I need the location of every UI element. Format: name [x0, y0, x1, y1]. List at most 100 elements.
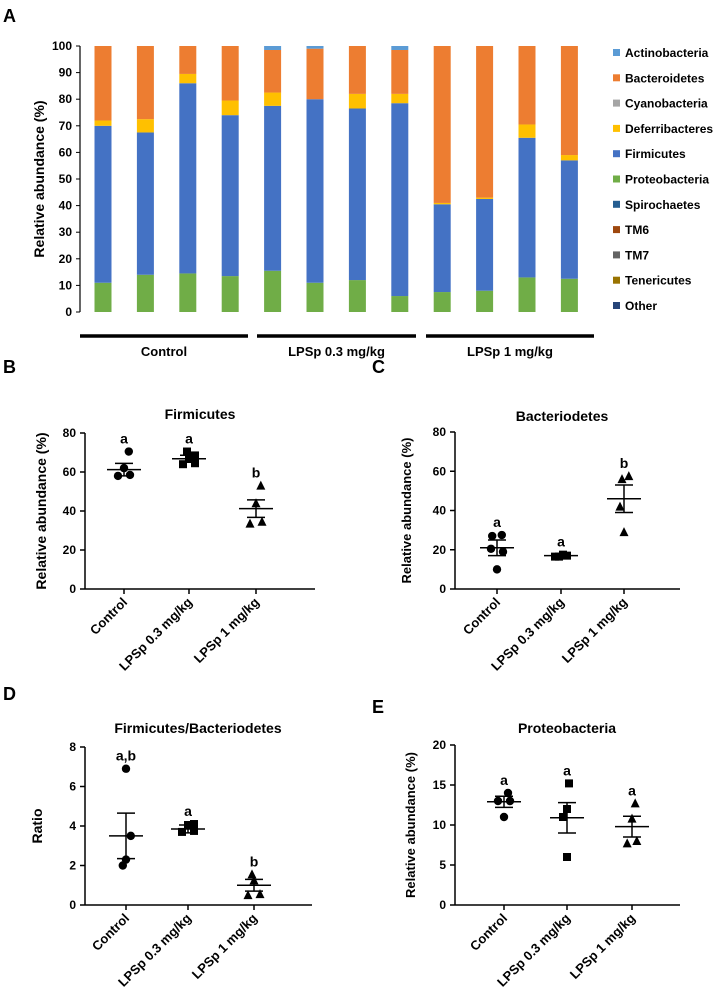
bar-segment-actinobacteria	[264, 46, 282, 50]
significance-letter: a	[120, 431, 128, 447]
y-tick-label: 80	[433, 425, 447, 439]
bar-segment-deferribacteres	[476, 197, 494, 199]
bar-segment-firmicutes	[136, 132, 154, 275]
legend-swatch-other	[613, 302, 620, 309]
bar-segment-bacteroidetes	[264, 49, 282, 93]
data-point	[619, 527, 629, 537]
y-tick-label: 70	[59, 119, 73, 133]
group-label: LPSp 1 mg/kg	[467, 344, 553, 359]
data-point	[622, 838, 632, 848]
bar-segment-bacteroidetes	[518, 46, 536, 125]
data-point	[630, 798, 640, 808]
x-tick-label: LPSp 1 mg/kg	[189, 910, 260, 981]
legend-entry: Other	[625, 299, 657, 313]
data-point	[488, 531, 497, 541]
y-tick-label: 20	[433, 543, 447, 557]
panel-label-b: B	[3, 357, 16, 377]
y-tick-label: 50	[59, 172, 73, 186]
bar-segment-proteobacteria	[391, 296, 409, 312]
bar-segment-deferribacteres	[348, 93, 366, 109]
y-tick-label: 10	[59, 278, 73, 292]
y-tick-label: 20	[63, 543, 77, 557]
chart-title: Bacteriodetes	[516, 408, 609, 424]
bar-segment-firmicutes	[221, 115, 239, 277]
panel-label-e: E	[372, 697, 384, 717]
y-tick-label: 15	[433, 778, 447, 792]
legend-swatch-proteobacteria	[613, 175, 620, 183]
scatter-chart-ratio: Firmicutes/Bacteriodetes 0 2 4 6 8 Ratio Contro…	[29, 720, 312, 990]
y-tick-label: 30	[59, 225, 73, 239]
legend-swatch-tm6	[613, 226, 620, 234]
legend-swatch-actinobacteria	[613, 49, 620, 56]
bar-segment-proteobacteria	[518, 277, 536, 312]
data-point	[498, 547, 508, 556]
data-point	[118, 861, 128, 870]
y-tick-label: 40	[433, 504, 447, 518]
data-point	[492, 565, 502, 574]
y-tick-label: 80	[63, 426, 77, 440]
stacked-bar-chart: 0 10 20 30 40 50 60 70 80 90 100 Relative abundance…	[31, 39, 713, 359]
data-point	[257, 516, 267, 526]
data-point	[486, 544, 496, 553]
data-point	[124, 447, 133, 456]
bar-segment-proteobacteria	[221, 276, 239, 312]
bar-segment-bacteroidetes	[476, 46, 494, 198]
bar-segment-firmicutes	[94, 125, 112, 283]
data-point	[256, 480, 266, 490]
y-tick-label: 0	[439, 582, 446, 596]
legend-swatch-tenericutes	[613, 276, 620, 284]
y-tick-label: 60	[63, 465, 77, 479]
significance-letter: a	[628, 782, 636, 798]
legend-entry: Proteobacteria	[625, 173, 709, 187]
legend-swatch-bacteroidetes	[613, 74, 620, 82]
y-tick-label: 40	[59, 199, 73, 213]
x-tick-label: LPSp 1 mg/kg	[567, 910, 638, 981]
bar-segment-firmicutes	[560, 160, 578, 279]
bar-segment-deferribacteres	[179, 73, 197, 84]
data-point	[178, 827, 186, 836]
y-tick-label: 60	[433, 464, 447, 478]
y-tick-label: 90	[59, 66, 73, 80]
bar-segment-actinobacteria	[306, 46, 324, 49]
x-tick-label: Control	[87, 595, 130, 638]
data-point	[190, 826, 198, 835]
bar-segment-deferribacteres	[136, 119, 154, 133]
data-point	[191, 459, 199, 468]
panel-label-c: C	[372, 357, 385, 377]
significance-letter: b	[252, 465, 261, 481]
chart-title: Firmicutes/Bacteriodetes	[114, 720, 281, 736]
bar-segment-deferribacteres	[264, 92, 282, 106]
y-tick-label: 0	[69, 898, 76, 912]
y-tick-label: 20	[59, 252, 73, 266]
y-tick-label: 0	[65, 305, 72, 319]
y-tick-label: 100	[52, 39, 72, 53]
bar-segment-deferribacteres	[391, 93, 409, 104]
significance-letter: a	[563, 762, 571, 778]
legend-entry: Spirochaetes	[625, 198, 701, 212]
legend-swatch-deferribacteres	[613, 124, 620, 132]
panel-label-d: D	[3, 684, 16, 704]
data-point	[503, 788, 513, 798]
bar-segment-proteobacteria	[560, 278, 578, 312]
y-tick-label: 6	[69, 780, 76, 794]
bar-segment-deferribacteres	[433, 202, 451, 205]
x-tick-label: Control	[467, 911, 510, 954]
legend-entry: Actinobacteria	[625, 46, 709, 60]
bar-segment-proteobacteria	[264, 270, 282, 312]
y-tick-label: 2	[69, 859, 76, 873]
data-point	[245, 518, 255, 528]
data-point	[255, 889, 265, 899]
bar-segment-firmicutes	[433, 204, 451, 293]
y-tick-label: 20	[433, 738, 447, 752]
significance-letter: a	[500, 772, 508, 788]
data-point	[565, 779, 573, 788]
data-point	[632, 836, 642, 845]
legend-swatch-spirochaetes	[613, 200, 620, 208]
significance-letter: a	[493, 514, 501, 530]
significance-letter: a	[184, 803, 192, 819]
data-point	[243, 890, 253, 900]
data-point	[505, 796, 515, 806]
legend-entry: Cyanobacteria	[625, 97, 708, 111]
data-point	[121, 764, 131, 773]
